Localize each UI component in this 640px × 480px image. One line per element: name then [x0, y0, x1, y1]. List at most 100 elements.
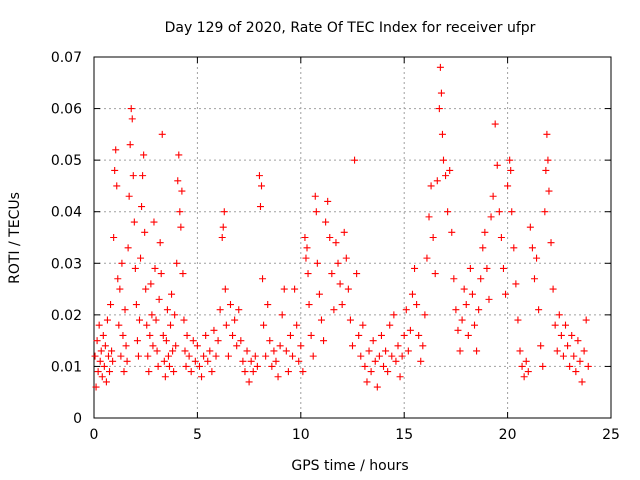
data-point: [499, 264, 507, 272]
data-point: [446, 166, 454, 174]
data-point: [317, 316, 325, 324]
data-point: [235, 306, 243, 314]
data-point: [539, 362, 547, 370]
x-tick-label: 5: [193, 427, 202, 443]
data-point: [219, 223, 227, 231]
data-point: [286, 331, 294, 339]
data-point: [402, 306, 410, 314]
data-point: [568, 331, 576, 339]
data-point: [516, 347, 524, 355]
data-point: [183, 331, 191, 339]
data-point: [160, 357, 168, 365]
data-point: [299, 368, 307, 376]
data-point: [258, 182, 266, 190]
data-point: [206, 347, 214, 355]
data-point: [159, 331, 167, 339]
data-point: [535, 306, 543, 314]
data-point: [165, 362, 173, 370]
data-point: [278, 311, 286, 319]
data-point: [303, 244, 311, 252]
data-point: [471, 321, 479, 329]
data-point: [530, 275, 538, 283]
data-point: [93, 337, 101, 345]
data-point: [214, 337, 222, 345]
data-point: [247, 357, 255, 365]
data-point: [497, 234, 505, 241]
data-point: [256, 203, 264, 211]
data-point: [180, 316, 188, 324]
data-point: [293, 321, 301, 329]
data-point: [249, 368, 257, 376]
data-point: [487, 213, 495, 221]
data-point: [175, 151, 183, 159]
data-point: [404, 347, 412, 355]
data-point: [106, 368, 114, 376]
data-point: [96, 357, 104, 365]
data-point: [572, 368, 580, 376]
data-point: [255, 172, 263, 180]
data-point: [578, 378, 586, 386]
data-point: [216, 306, 224, 314]
data-point: [328, 270, 336, 278]
data-point: [185, 352, 193, 360]
data-point: [104, 352, 112, 360]
data-point: [371, 357, 379, 365]
data-point: [320, 337, 328, 345]
data-point: [153, 347, 161, 355]
data-point: [392, 357, 400, 365]
data-point: [131, 264, 139, 272]
data-point: [406, 326, 414, 334]
data-point: [582, 316, 590, 324]
data-point: [544, 156, 552, 164]
data-point: [198, 373, 206, 381]
data-point: [141, 228, 149, 236]
data-point: [140, 151, 148, 159]
data-point: [167, 321, 175, 329]
data-point: [132, 301, 140, 309]
data-point: [270, 347, 278, 355]
x-tick-label: 25: [602, 427, 620, 443]
data-point: [506, 156, 514, 164]
data-point: [346, 316, 354, 324]
y-tick-label: 0.03: [51, 256, 82, 272]
data-point: [245, 378, 253, 386]
data-point: [324, 197, 332, 205]
data-point: [134, 352, 142, 360]
data-point: [334, 259, 342, 267]
data-point: [251, 352, 259, 360]
data-point: [439, 156, 447, 164]
data-point: [126, 141, 134, 149]
data-point: [181, 347, 189, 355]
data-point: [97, 347, 105, 355]
data-point: [363, 378, 371, 386]
data-point: [109, 357, 117, 365]
data-point: [423, 254, 431, 262]
data-point: [193, 342, 201, 350]
data-point: [411, 264, 419, 272]
data-point: [307, 331, 315, 339]
data-point: [137, 254, 145, 262]
data-point: [437, 89, 445, 97]
data-point: [431, 270, 439, 278]
data-point: [340, 228, 348, 236]
data-point: [218, 234, 226, 241]
data-point: [200, 352, 208, 360]
data-point: [475, 306, 483, 314]
data-point: [380, 362, 388, 370]
data-point: [522, 357, 530, 365]
data-point: [421, 311, 429, 319]
data-point: [508, 208, 516, 216]
data-point: [425, 213, 433, 221]
data-point: [133, 337, 141, 345]
data-point: [580, 347, 588, 355]
data-point: [237, 337, 245, 345]
data-point: [243, 347, 251, 355]
data-point: [456, 347, 464, 355]
data-point: [507, 166, 515, 174]
x-tick-label: 15: [395, 427, 413, 443]
data-point: [524, 368, 532, 376]
data-point: [382, 347, 390, 355]
data-point: [121, 306, 129, 314]
y-tick-label: 0.01: [51, 359, 82, 375]
data-point: [266, 337, 274, 345]
